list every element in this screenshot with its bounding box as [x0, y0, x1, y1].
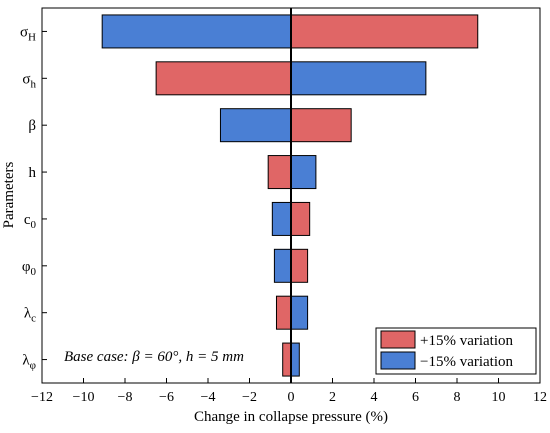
x-tick-label-2: −8 — [118, 390, 133, 405]
bar-plus-4 — [290, 201, 311, 236]
y-category-label-4: c0 — [24, 212, 37, 231]
bar-minus-6 — [290, 295, 309, 330]
y-category-label-7: λφ — [22, 353, 36, 372]
bar-minus-7 — [290, 342, 300, 377]
x-tick-label-3: −6 — [159, 390, 174, 405]
y-category-label-3: h — [29, 165, 37, 181]
y-category-label-0: σH — [20, 24, 36, 43]
base-case-annotation: Base case: β = 60°, h = 5 mm — [64, 349, 244, 365]
bar-plus-1 — [155, 61, 292, 96]
x-tick-label-11: 10 — [492, 390, 506, 405]
y-category-label-5: φ0 — [22, 259, 37, 278]
legend-label-minus: −15% variation — [420, 354, 514, 370]
bar-minus-4 — [271, 201, 292, 236]
bar-minus-1 — [290, 61, 427, 96]
x-tick-label-12: 12 — [533, 390, 547, 405]
x-tick-label-4: −4 — [201, 390, 216, 405]
bar-plus-6 — [275, 295, 292, 330]
y-axis-categories: σH σh β h c0 φ0 λc λφ — [20, 24, 47, 372]
bar-minus-2 — [219, 108, 292, 143]
x-tick-label-0: −12 — [31, 390, 53, 405]
bar-minus-0 — [101, 14, 292, 49]
legend-swatch-minus — [380, 351, 416, 370]
y-category-label-2: β — [28, 118, 36, 134]
legend: +15% variation −15% variation — [375, 327, 537, 375]
legend-label-plus: +15% variation — [420, 333, 514, 349]
legend-swatch-plus — [380, 330, 416, 349]
x-tick-label-5: −2 — [242, 390, 257, 405]
x-tick-label-1: −10 — [73, 390, 95, 405]
x-tick-label-10: 8 — [454, 390, 461, 405]
y-axis-label: Parameters — [1, 162, 17, 229]
x-axis-label: Change in collapse pressure (%) — [194, 409, 388, 425]
x-axis-ticks: −12 −10 −8 −6 −4 −2 0 2 4 6 8 10 12 — [31, 378, 547, 405]
y-category-label-1: σh — [22, 71, 36, 90]
x-tick-label-8: 4 — [371, 390, 378, 405]
bars-group — [101, 14, 479, 377]
bar-plus-3 — [267, 155, 292, 190]
bar-plus-2 — [290, 108, 352, 143]
bar-plus-0 — [290, 14, 479, 49]
bar-minus-3 — [290, 155, 317, 190]
x-tick-label-6: 0 — [288, 390, 295, 405]
x-tick-label-9: 6 — [412, 390, 419, 405]
bar-plus-5 — [290, 248, 309, 283]
x-tick-label-7: 2 — [329, 390, 336, 405]
bar-plus-7 — [282, 342, 292, 377]
bar-minus-5 — [273, 248, 292, 283]
y-category-label-6: λc — [24, 306, 36, 325]
